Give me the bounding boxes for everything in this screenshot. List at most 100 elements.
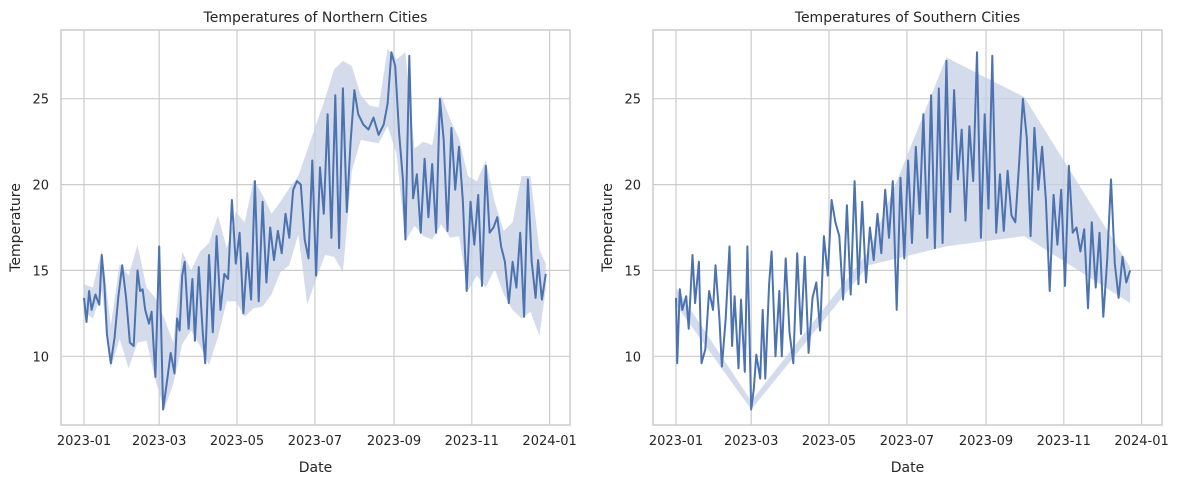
plot-frame	[60, 29, 571, 426]
data-point	[250, 299, 252, 301]
data-point	[980, 237, 982, 239]
data-point	[857, 283, 859, 285]
data-point	[740, 299, 742, 301]
x-tick-label: 2023-07	[288, 434, 342, 449]
data-point	[738, 367, 740, 369]
data-point	[922, 113, 924, 115]
data-point	[496, 216, 498, 218]
data-point	[88, 290, 90, 292]
data-point	[1068, 165, 1070, 167]
data-point	[1106, 261, 1108, 263]
data-point	[470, 201, 472, 203]
data-point	[984, 113, 986, 115]
data-point	[114, 336, 116, 338]
data-point	[416, 173, 418, 175]
x-tick-label: 2024-01	[1114, 434, 1168, 449]
data-point	[296, 180, 298, 182]
data-point	[194, 340, 196, 342]
data-point	[504, 261, 506, 263]
data-point	[721, 366, 723, 368]
data-point	[854, 180, 856, 182]
data-point	[953, 89, 955, 91]
data-point	[121, 264, 123, 266]
data-point	[796, 252, 798, 254]
data-point	[493, 227, 495, 229]
data-point	[827, 275, 829, 277]
data-point	[246, 252, 248, 254]
data-point	[220, 309, 222, 311]
data-point	[402, 178, 404, 180]
data-point	[424, 158, 426, 160]
data-point	[1087, 307, 1089, 309]
chart-northern-cities: Temperatures of Northern Cities Date Tem…	[8, 10, 577, 476]
data-point	[759, 378, 761, 380]
data-point	[489, 232, 491, 234]
data-point	[804, 256, 806, 258]
data-point	[750, 409, 752, 411]
y-tick-label: 20	[32, 179, 49, 194]
data-point	[819, 330, 821, 332]
data-point	[1060, 189, 1062, 191]
data-point	[179, 330, 181, 332]
data-point	[715, 264, 717, 266]
data-point	[869, 227, 871, 229]
data-point	[531, 261, 533, 263]
y-tick-label: 25	[32, 93, 49, 108]
data-point	[1033, 127, 1035, 129]
data-point	[235, 263, 237, 265]
data-point	[447, 230, 449, 232]
data-point	[1091, 221, 1093, 223]
data-point	[427, 216, 429, 218]
data-point	[725, 318, 727, 320]
data-point	[792, 362, 794, 364]
data-point	[1049, 290, 1051, 292]
y-axis-label: Temperature	[600, 183, 616, 273]
data-point	[431, 163, 433, 165]
chart-title: Temperatures of Southern Cities	[794, 10, 1020, 26]
data-point	[176, 318, 178, 320]
data-point	[242, 312, 244, 314]
data-point	[764, 378, 766, 380]
data-point	[473, 244, 475, 246]
data-point	[775, 355, 777, 357]
data-point	[373, 117, 375, 119]
data-point	[1037, 189, 1039, 191]
data-point	[239, 232, 241, 234]
data-point	[842, 299, 844, 301]
data-point	[888, 237, 890, 239]
y-tick-label: 15	[624, 264, 641, 279]
data-point	[408, 55, 410, 57]
data-point	[823, 235, 825, 237]
data-point	[789, 331, 791, 333]
data-point	[934, 247, 936, 249]
data-point	[144, 309, 146, 311]
data-point	[91, 309, 93, 311]
data-point	[834, 221, 836, 223]
data-point	[676, 362, 678, 364]
y-tick-label: 15	[32, 264, 49, 279]
data-point	[166, 381, 168, 383]
data-point	[362, 124, 364, 126]
data-point	[485, 165, 487, 167]
data-point	[342, 87, 344, 89]
data-point	[1110, 178, 1112, 180]
data-point	[698, 261, 700, 263]
data-point	[450, 127, 452, 129]
data-point	[972, 180, 974, 182]
data-point	[1099, 232, 1101, 234]
data-point	[755, 354, 757, 356]
data-point	[729, 245, 731, 247]
data-point	[873, 259, 875, 261]
data-point	[815, 282, 817, 284]
data-point	[965, 220, 967, 222]
x-tick-label: 2023-01	[57, 434, 111, 449]
data-point	[1014, 221, 1016, 223]
data-point	[1079, 251, 1081, 253]
y-tick-label: 25	[624, 93, 641, 108]
data-point	[285, 213, 287, 215]
data-point	[174, 373, 176, 375]
data-point	[101, 254, 103, 256]
data-point	[785, 257, 787, 259]
series-line	[83, 51, 547, 411]
x-tick-label: 2023-05	[802, 434, 856, 449]
